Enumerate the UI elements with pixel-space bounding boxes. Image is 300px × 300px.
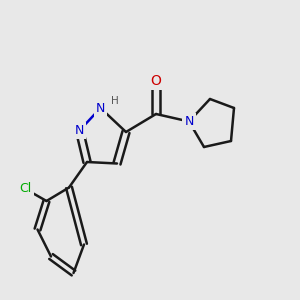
Text: N: N xyxy=(184,115,194,128)
Text: N: N xyxy=(96,101,105,115)
Text: H: H xyxy=(111,95,119,106)
Text: N: N xyxy=(75,124,84,137)
Text: O: O xyxy=(151,74,161,88)
Text: Cl: Cl xyxy=(20,182,32,196)
